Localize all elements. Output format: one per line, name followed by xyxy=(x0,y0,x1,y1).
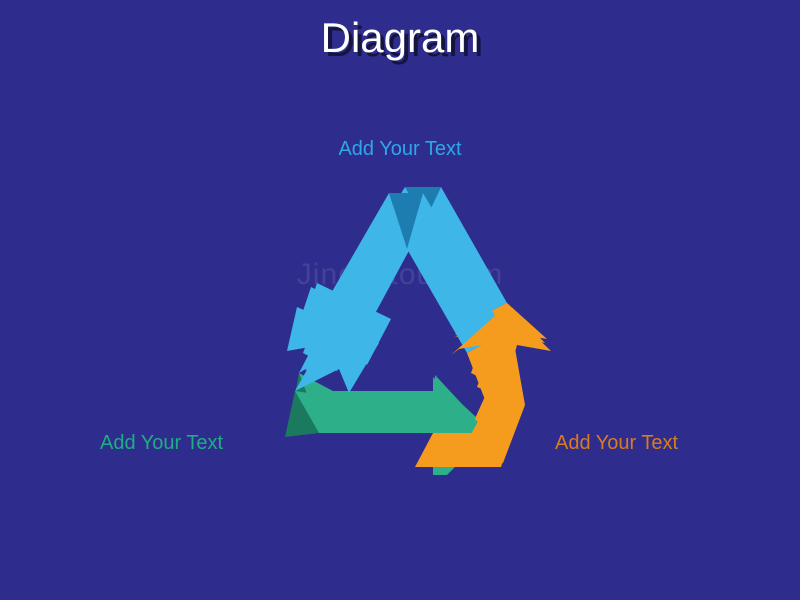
label-top[interactable]: Add Your Text xyxy=(338,138,461,161)
recycle-arrows-icon xyxy=(255,175,555,475)
slide: Diagram Diagram Add Your Text Jinchutou.… xyxy=(0,0,800,600)
page-title: Diagram xyxy=(0,14,800,62)
label-left[interactable]: Add Your Text xyxy=(100,432,223,455)
recycle-clean xyxy=(285,193,551,475)
label-right[interactable]: Add Your Text xyxy=(555,432,678,455)
cycle-diagram xyxy=(255,175,555,475)
